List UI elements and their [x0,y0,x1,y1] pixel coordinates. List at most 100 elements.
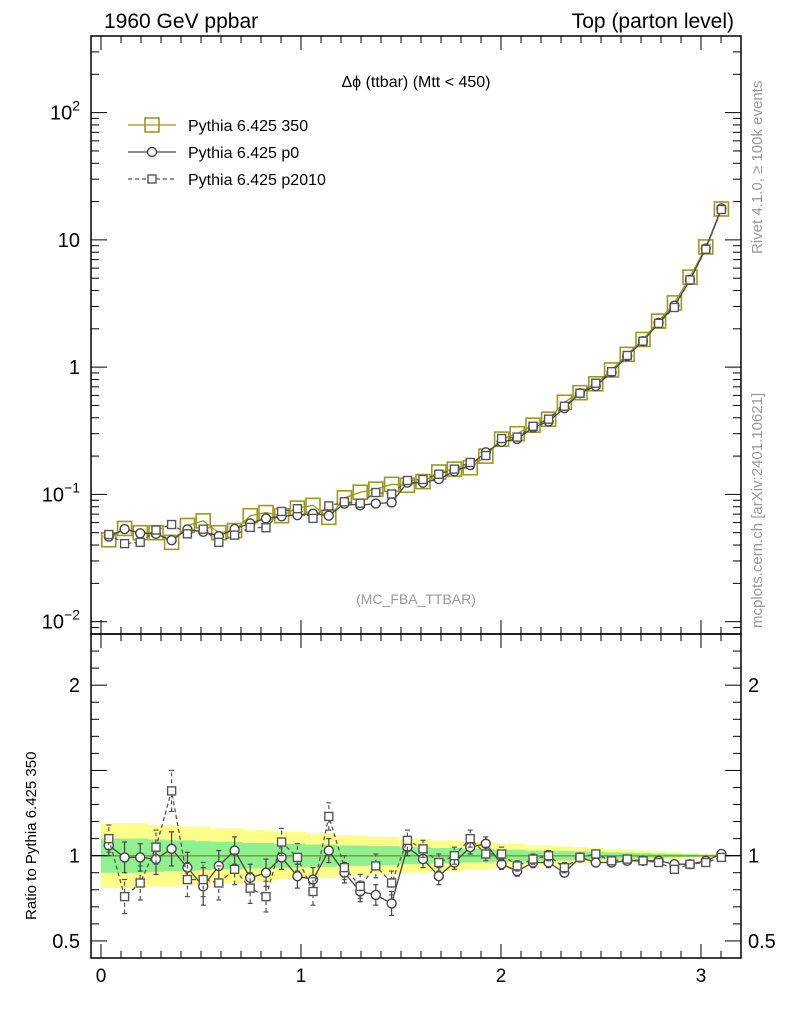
series-2-point [355,498,365,508]
series-2-point [481,450,491,461]
series-2-point [449,464,460,474]
series-1-ratio-point [323,845,334,856]
series-2-ratio-point [434,857,444,868]
legend: Pythia 6.425 350 Pythia 6.425 p0 Pythia 6.… [128,117,326,189]
series-2-ratio-point [339,862,350,873]
series-1-ratio-point [590,857,601,868]
series-1-ratio-point [166,843,177,855]
series-2-ratio-point [182,874,193,885]
series-2-point [151,525,161,535]
rivet-label: Rivet 4.1.0, ≥ 100k events [749,81,766,254]
series-1-point [134,528,146,539]
y-tick-label: 10−2 [42,607,80,634]
series-2-ratio-point [104,833,114,844]
series-0-point [713,201,730,217]
series-2-ratio-point [308,886,318,897]
series-0-point [619,346,636,363]
header-left: 1960 GeV ppbar [104,10,258,33]
series-2-point [418,474,428,485]
series-2-ratio-point [685,859,695,869]
series-1-ratio-point [134,852,146,863]
series-2-point [245,522,255,533]
series-2-ratio-point [591,849,601,859]
series-2-ratio-point [276,837,287,847]
series-2-point [198,524,208,534]
series-1-point [370,498,381,509]
series-2-point [292,503,303,514]
series-2-point [339,497,350,507]
series-2-ratio-point [559,862,570,873]
series-2-ratio-point [386,878,397,888]
series-2-ratio-point [653,857,664,868]
series-2-ratio-point [166,786,177,796]
series-2-ratio-point [481,849,491,859]
series-2-ratio-point [261,891,271,902]
ratio-tick-label: 2 [69,675,80,697]
series-1-ratio-point [119,852,130,863]
series-2-point [622,350,632,361]
series-2-ratio-point [449,850,460,861]
legend-marker [147,174,157,184]
series-1-ratio-point [480,838,491,849]
legend-marker [144,117,160,133]
legend-label: Pythia 6.425 p0 [188,145,299,162]
series-2-point [182,529,193,539]
series-2-ratio-point [151,842,161,852]
series-1-point [119,523,130,535]
series-1-ratio-point [260,867,272,878]
series-2-ratio-point [575,852,585,863]
series-2-point [701,244,711,254]
series-2-ratio-point [528,854,538,864]
series-1-point [386,497,397,508]
series-2-point [669,302,680,313]
ratio-tick-label: 0.5 [52,931,80,953]
series-2-ratio-line [108,790,722,898]
series-2-point [324,501,334,511]
series-1-point [260,513,272,524]
series-2-ratio-point [496,849,507,859]
series-2-point [606,366,617,377]
series-2-ratio-point [606,856,617,866]
series-2-point [402,475,413,486]
ratio-panel: 0 1 2 3 0.5 0.5 1 1 2 2 Ratio to Pythia 6.425 350 [23,627,776,987]
x-tick-label: 3 [696,966,707,987]
series-1-ratio-point [292,870,303,882]
series-2-point [465,457,475,468]
series-2-ratio-point [355,881,365,892]
series-2-point [653,318,664,329]
series-2-point [528,421,538,431]
series-2-point [261,523,271,533]
series-2-ratio-point [465,833,475,844]
series-2-point [229,530,240,540]
series-2-ratio-point [198,874,208,885]
series-1-point [166,534,177,546]
series-1-point [323,510,334,521]
series-2-ratio-point [418,844,428,854]
series-2-ratio-point [119,891,130,902]
series-0-point [697,239,714,255]
series-2-ratio-point [135,878,145,888]
series-2-ratio-point [512,861,522,871]
ratio-tick-label: 1 [69,846,80,868]
series-2-point [166,519,177,530]
series-2-point [591,378,601,388]
y-tick-exp: −2 [64,607,80,623]
series-2-point [214,537,224,548]
side-labels: Rivet 4.1.0, ≥ 100k events mcplots.cern.… [749,81,766,628]
series-2-ratio-point [638,856,648,866]
series-2-point [371,487,381,498]
y-tick-exp: 2 [72,98,80,114]
series-2-point [559,401,570,411]
series-2-point [119,538,130,549]
ratio-frame [90,633,742,959]
series-2-ratio-point [214,878,224,888]
ratio-tick-label-right: 1 [748,846,759,868]
series-0-point [650,313,667,329]
series-2-point [276,506,287,517]
series-2-point [638,336,648,346]
series-2-ratio-point [292,852,303,863]
series-2-ratio-point [229,864,240,875]
analysis-label: (MC_FBA_TTBAR) [356,591,476,607]
ratio-tick-label-right: 0.5 [748,931,776,953]
